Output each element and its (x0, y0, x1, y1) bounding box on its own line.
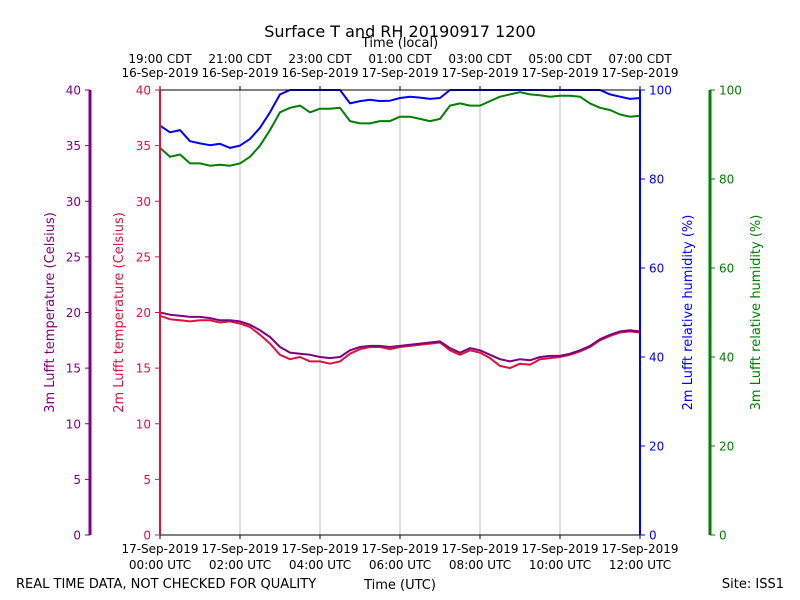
x-tick-label-utc: 17-Sep-2019 06:00 UTC (361, 542, 438, 572)
y-axis-label-rh2: 2m Lufft relative humidity (%) (681, 215, 696, 411)
y-tick-label-t2: 15 (136, 362, 151, 376)
quality-disclaimer: REAL TIME DATA, NOT CHECKED FOR QUALITY (16, 577, 316, 592)
x-tick-label-local: 05:00 CDT 17-Sep-2019 (521, 52, 598, 80)
x-tick-label-utc: 17-Sep-2019 10:00 UTC (521, 542, 598, 572)
y-tick-label-t2: 20 (136, 306, 151, 320)
x-tick-label-utc: 17-Sep-2019 04:00 UTC (281, 542, 358, 572)
y-tick-label-rh3: 0 (719, 529, 727, 543)
y-axis-label-rh3: 3m Lufft relative humidity (%) (749, 215, 764, 411)
series-line-t2 (160, 314, 640, 370)
y-tick-label-t2: 0 (143, 529, 151, 543)
x-axis-label: Time (UTC) (363, 578, 436, 593)
y-tick-label-rh2: 100 (649, 84, 672, 98)
y-tick-label-t3: 40 (66, 84, 81, 98)
x-tick-label-local: 03:00 CDT 17-Sep-2019 (441, 52, 518, 80)
x-tick-label-local: 23:00 CDT 16-Sep-2019 (281, 52, 358, 80)
chart-title: Surface T and RH 20190917 1200 (264, 22, 536, 41)
y-tick-label-rh2: 60 (649, 262, 664, 276)
y-tick-label-t2: 25 (136, 250, 151, 264)
y-tick-label-t2: 40 (136, 84, 151, 98)
y-axis-label-t2: 2m Lufft temperature (Celsius) (112, 212, 127, 413)
x-tick-label-local: 01:00 CDT 17-Sep-2019 (361, 52, 438, 80)
y-tick-label-t2: 30 (136, 195, 151, 209)
x-tick-label-local: 07:00 CDT 17-Sep-2019 (601, 52, 678, 80)
vertical-gridlines (239, 90, 561, 535)
y-tick-label-rh3: 80 (719, 173, 734, 187)
y-tick-label-t3: 5 (73, 473, 81, 487)
y-tick-label-rh2: 0 (649, 529, 657, 543)
top-axis-label: Time (local) (361, 36, 438, 51)
y-tick-label-t2: 35 (136, 139, 151, 153)
x-tick-label-utc: 17-Sep-2019 00:00 UTC (121, 542, 198, 572)
y-tick-label-t3: 15 (66, 362, 81, 376)
y-tick-label-t3: 35 (66, 139, 81, 153)
series-line-rh3 (160, 91, 640, 167)
y-axes: 0 5 10 15 20 25 30 35 40 3m Lufft temperature (Ce… (43, 84, 764, 543)
y-tick-label-rh2: 20 (649, 440, 664, 454)
y-tick-label-t2: 10 (136, 417, 151, 431)
y-tick-label-rh2: 80 (649, 173, 664, 187)
y-tick-label-t3: 30 (66, 195, 81, 209)
series-line-t3 (160, 311, 640, 363)
y-tick-label-rh3: 60 (719, 262, 734, 276)
y-tick-label-t3: 0 (73, 529, 81, 543)
x-tick-label-local: 21:00 CDT 16-Sep-2019 (201, 52, 278, 80)
y-tick-label-rh3: 40 (719, 351, 734, 365)
y-tick-label-rh3: 100 (719, 84, 742, 98)
y-tick-label-rh3: 20 (719, 440, 734, 454)
y-tick-label-t3: 25 (66, 250, 81, 264)
y-tick-label-rh2: 40 (649, 351, 664, 365)
x-tick-label-utc: 17-Sep-2019 12:00 UTC (601, 542, 678, 572)
x-tick-label-local: 19:00 CDT 16-Sep-2019 (121, 52, 198, 80)
x-tick-label-utc: 17-Sep-2019 02:00 UTC (201, 542, 278, 572)
x-tick-label-utc: 17-Sep-2019 08:00 UTC (441, 542, 518, 572)
y-axis-label-t3: 3m Lufft temperature (Celsius) (43, 212, 58, 413)
site-label: Site: ISS1 (722, 577, 784, 592)
y-tick-label-t3: 20 (66, 306, 81, 320)
y-tick-label-t3: 10 (66, 417, 81, 431)
y-tick-label-t2: 5 (143, 473, 151, 487)
